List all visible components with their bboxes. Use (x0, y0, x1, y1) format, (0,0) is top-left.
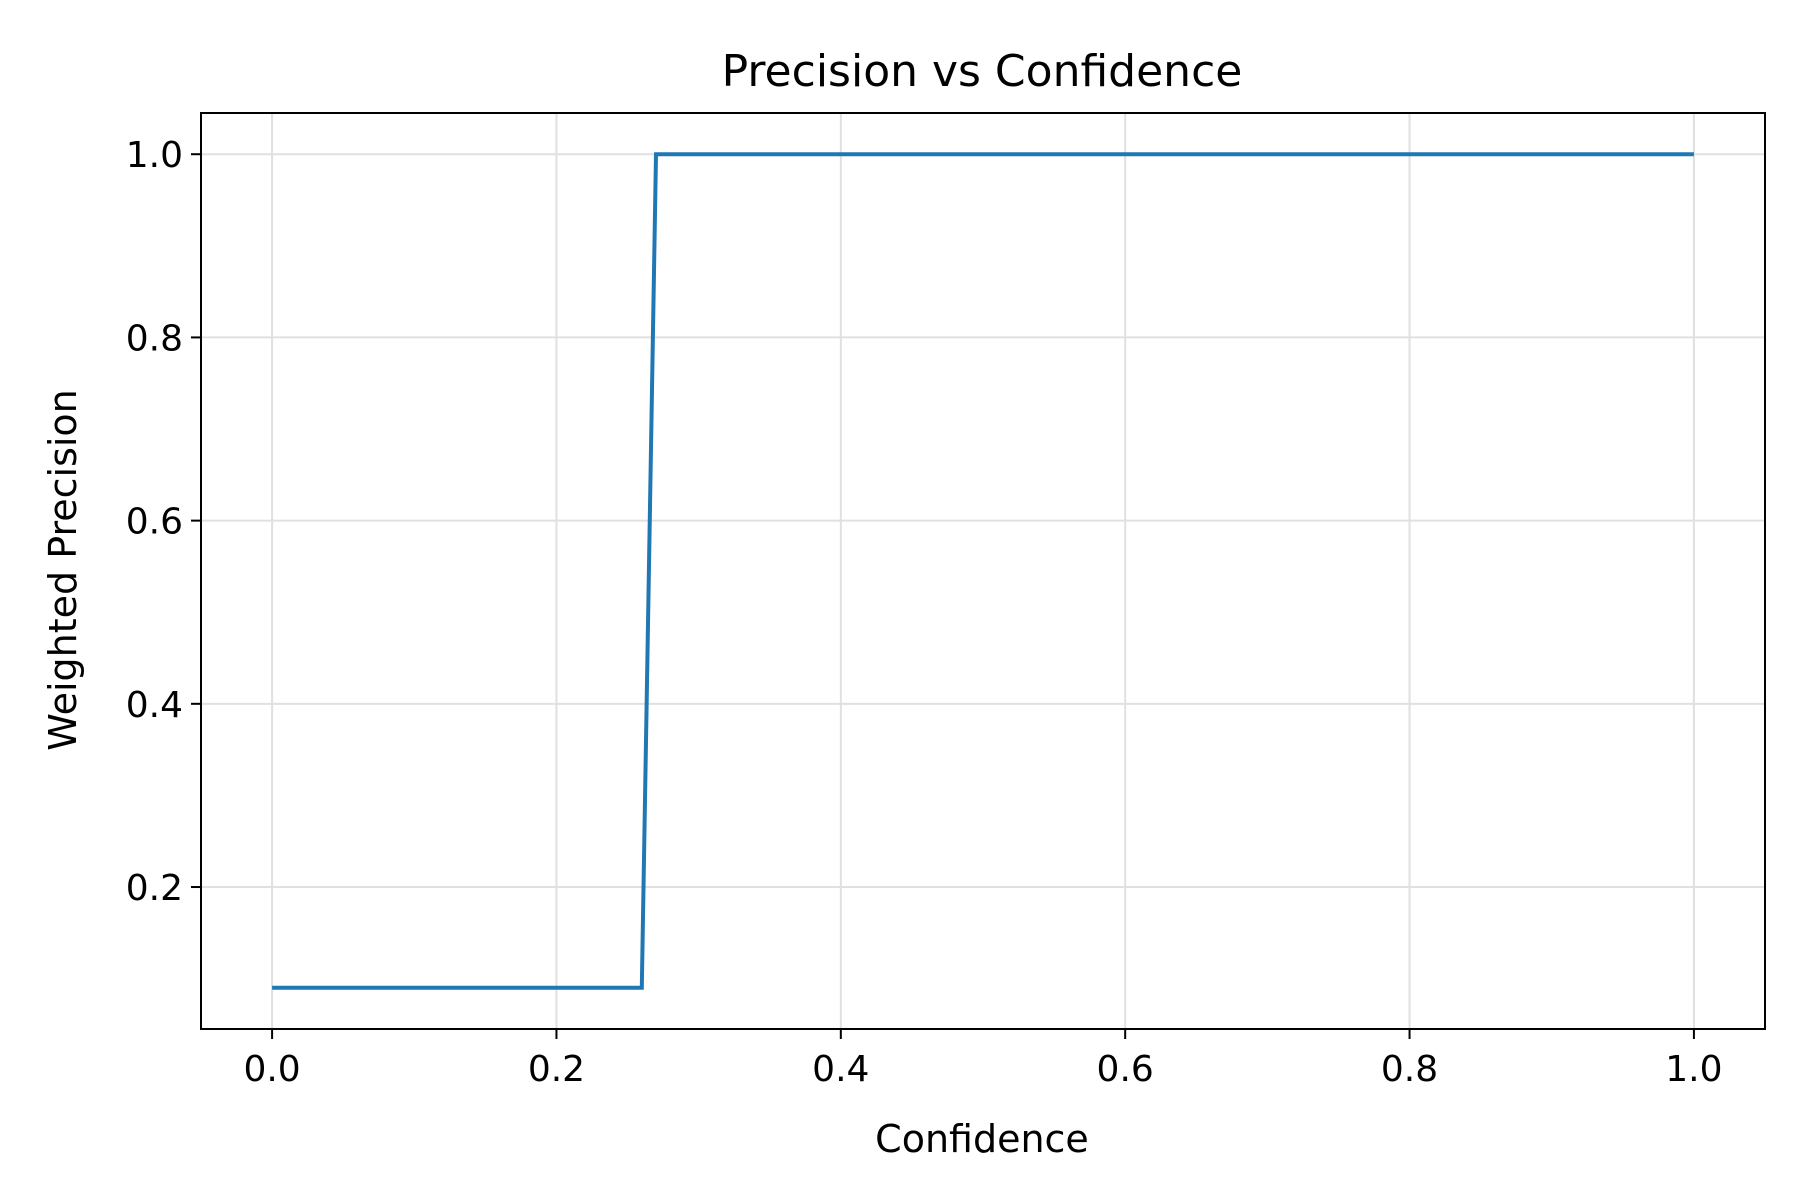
x-axis-label: Confidence (875, 1117, 1089, 1161)
grid (201, 113, 1765, 1029)
x-tick-label: 0.2 (528, 1049, 585, 1090)
series-line (272, 152, 1694, 990)
y-axis: 0.2 0.4 0.6 0.8 1.0 (126, 135, 201, 909)
x-tick-label: 0.6 (1097, 1049, 1154, 1090)
series-group (272, 152, 1694, 990)
plot-frame (200, 112, 1766, 1030)
chart-title: Precision vs Confidence (722, 46, 1243, 97)
y-axis-label: Weighted Precision (41, 389, 85, 751)
y-tick-label: 0.2 (126, 868, 183, 909)
x-tick-label: 0.4 (812, 1049, 869, 1090)
y-tick-label: 0.8 (126, 318, 183, 359)
x-tick-label: 0.0 (243, 1049, 300, 1090)
y-tick-label: 0.4 (126, 685, 183, 726)
x-tick-label: 0.8 (1381, 1049, 1438, 1090)
x-axis: 0.0 0.2 0.4 0.6 0.8 1.0 (243, 1029, 1723, 1090)
y-tick-label: 1.0 (126, 135, 183, 176)
x-tick-label: 1.0 (1665, 1049, 1722, 1090)
y-tick-label: 0.6 (126, 502, 183, 543)
